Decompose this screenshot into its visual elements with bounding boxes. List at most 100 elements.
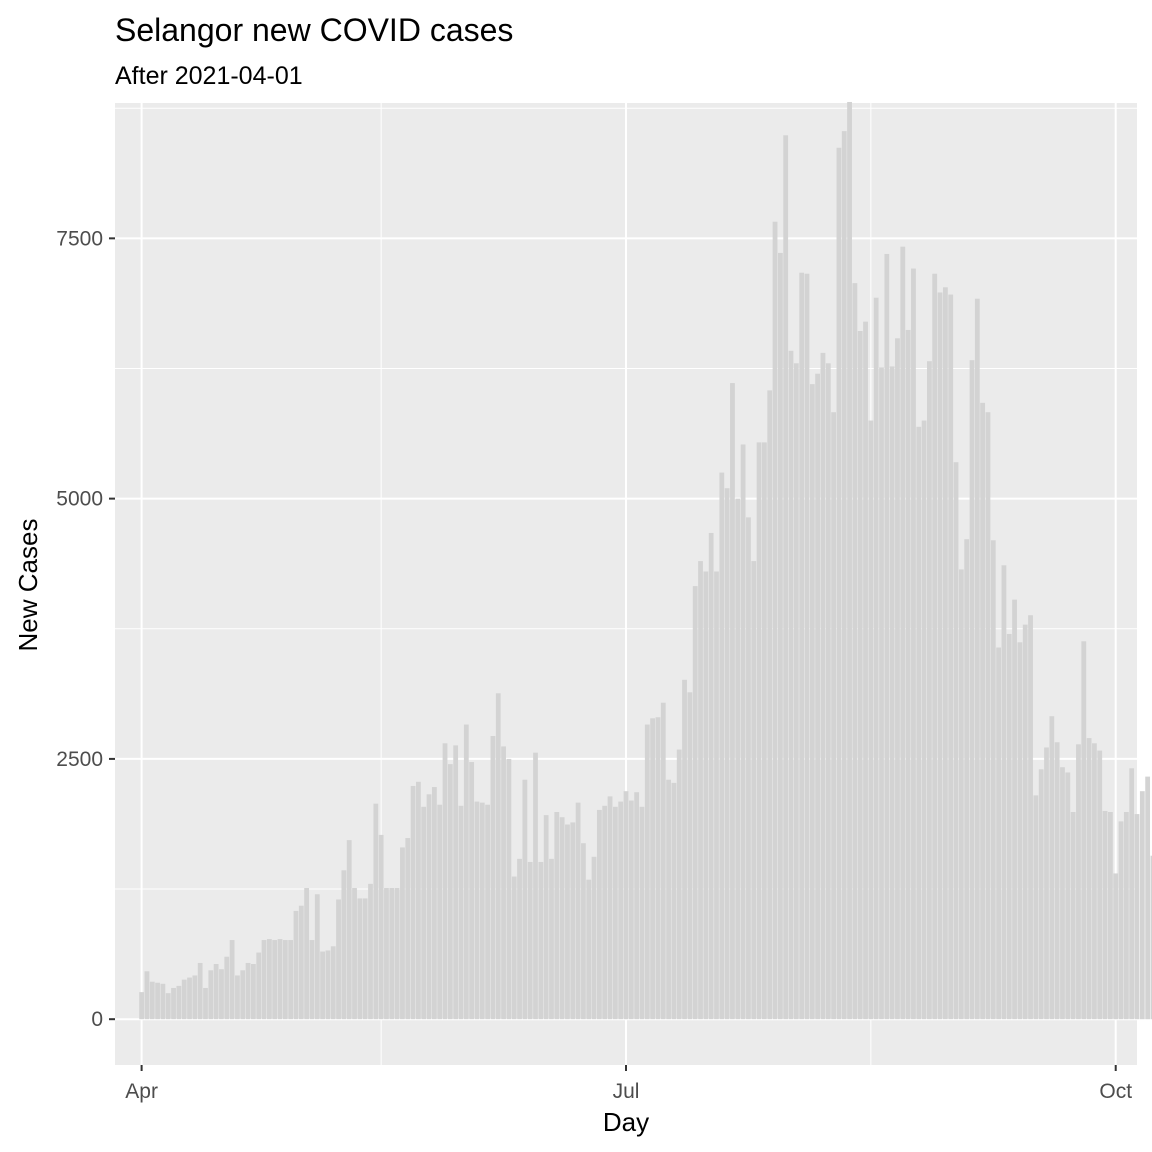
bar	[847, 101, 852, 1020]
bar	[1129, 768, 1135, 1020]
bar	[591, 856, 597, 1020]
bar	[607, 796, 613, 1020]
bar	[282, 940, 288, 1020]
bar	[634, 792, 640, 1020]
bar	[240, 970, 246, 1020]
bar	[767, 390, 773, 1020]
bar	[618, 801, 624, 1020]
bar	[783, 135, 789, 1020]
bar	[447, 764, 453, 1020]
bar	[1081, 641, 1087, 1020]
bar	[176, 985, 182, 1020]
bar	[549, 858, 554, 1020]
bar	[671, 782, 677, 1020]
bar	[714, 571, 719, 1020]
x-tick-label: Apr	[125, 1080, 158, 1103]
bar	[1028, 615, 1033, 1020]
bar	[974, 298, 980, 1020]
bar	[431, 787, 437, 1020]
bar	[442, 743, 448, 1020]
bar	[921, 420, 927, 1020]
bar	[953, 462, 959, 1020]
bar	[703, 571, 709, 1020]
bar	[644, 724, 650, 1020]
bar	[330, 946, 336, 1020]
bar	[565, 824, 570, 1020]
bar	[149, 981, 155, 1020]
bar	[208, 970, 214, 1020]
bar	[362, 898, 368, 1020]
bar	[932, 273, 938, 1020]
bar	[245, 962, 251, 1020]
bar	[235, 975, 240, 1020]
bar	[1139, 791, 1145, 1020]
y-axis-title: New Cases	[13, 519, 43, 652]
x-axis-title: Day	[603, 1107, 649, 1137]
bar	[357, 898, 363, 1020]
bar	[453, 745, 459, 1020]
bar	[197, 962, 203, 1020]
bar	[841, 131, 847, 1020]
bar	[437, 804, 443, 1020]
bar	[612, 806, 618, 1020]
bar	[187, 977, 192, 1020]
bar	[927, 361, 932, 1020]
bar	[1006, 633, 1012, 1020]
bar	[1060, 767, 1065, 1020]
bar	[740, 444, 746, 1020]
bar	[964, 539, 970, 1020]
bar	[602, 805, 608, 1020]
bar	[368, 883, 373, 1020]
bar	[660, 702, 666, 1020]
bar	[1044, 747, 1049, 1020]
bar	[1076, 744, 1081, 1020]
bar	[980, 402, 986, 1020]
bar	[937, 292, 943, 1020]
chart-title: Selangor new COVID cases	[115, 12, 513, 48]
bar	[384, 888, 389, 1020]
bar	[575, 802, 581, 1020]
bar	[341, 870, 347, 1020]
bar	[171, 987, 176, 1020]
bar	[762, 442, 767, 1020]
bar	[309, 940, 315, 1020]
bar	[751, 561, 757, 1020]
bar	[155, 982, 160, 1020]
y-tick-label: 7500	[56, 227, 103, 250]
bar	[777, 252, 783, 1020]
bar	[1038, 769, 1044, 1020]
bar	[996, 647, 1001, 1020]
bar	[905, 329, 911, 1020]
bar	[320, 951, 325, 1020]
bar	[213, 964, 219, 1020]
bar	[879, 367, 884, 1020]
bar	[650, 718, 656, 1020]
y-tick-label: 5000	[56, 488, 103, 511]
bars	[139, 101, 1152, 1020]
bar	[272, 940, 278, 1020]
bar	[639, 806, 645, 1020]
bar	[298, 905, 304, 1020]
chart-subtitle: After 2021-04-01	[115, 62, 303, 90]
bar	[586, 879, 592, 1020]
bar	[836, 147, 842, 1020]
bar	[884, 253, 890, 1020]
bar	[543, 815, 549, 1020]
bar	[293, 910, 299, 1020]
bar	[224, 956, 230, 1020]
bar	[1123, 812, 1129, 1020]
bar	[958, 569, 964, 1020]
bar	[687, 692, 693, 1020]
bar	[474, 801, 480, 1020]
bar	[628, 800, 634, 1020]
bar	[719, 472, 725, 1020]
bar	[1049, 716, 1055, 1020]
bar	[1097, 750, 1103, 1020]
x-tick-label: Jul	[613, 1080, 640, 1103]
bar	[522, 779, 528, 1020]
bar	[623, 791, 629, 1020]
bar	[1086, 738, 1092, 1020]
bar	[389, 888, 395, 1020]
bar	[1022, 624, 1028, 1020]
bar	[1134, 814, 1140, 1020]
